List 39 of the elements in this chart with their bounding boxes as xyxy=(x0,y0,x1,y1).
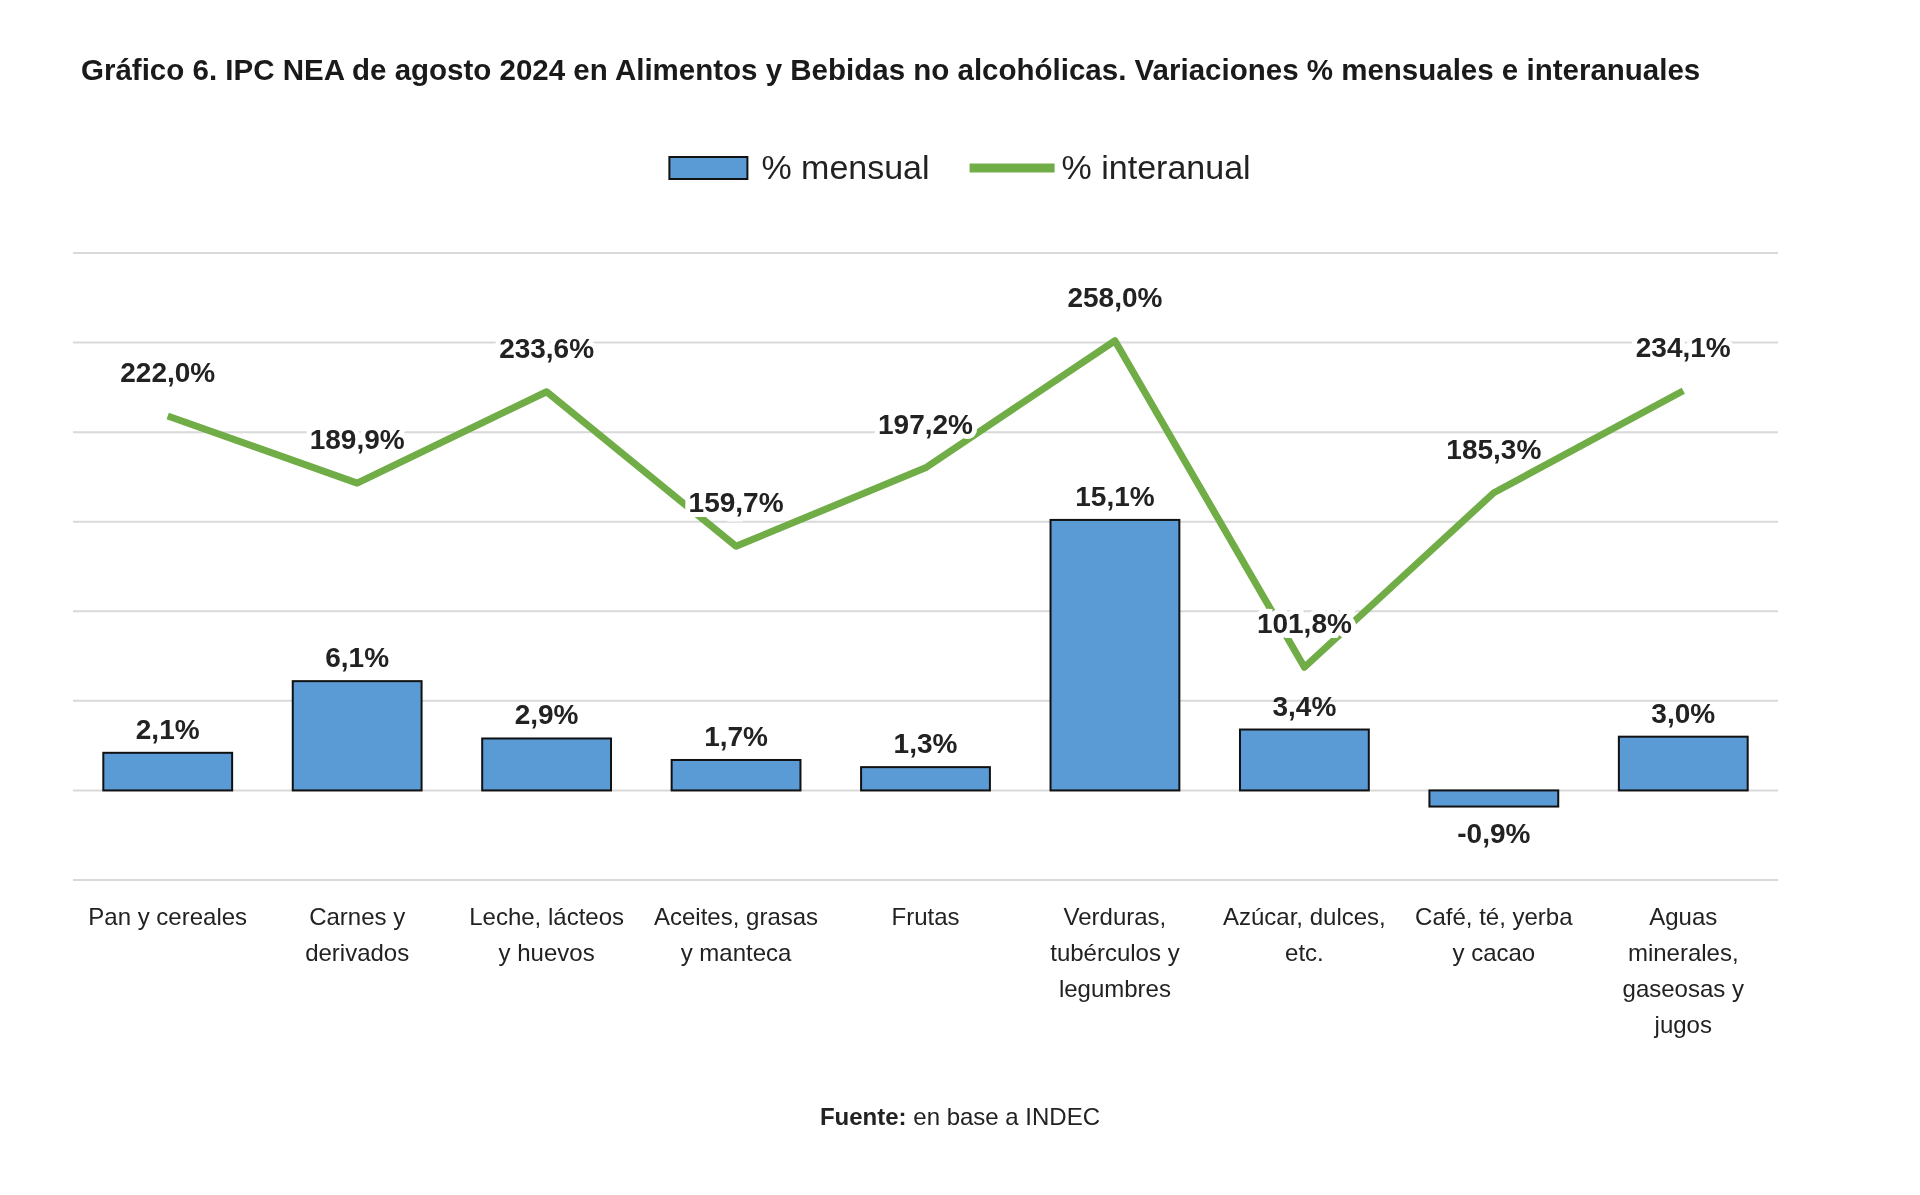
bar xyxy=(481,737,613,792)
data-label: 3,4% xyxy=(1272,690,1337,722)
x-tick-label: Leche, lácteos y huevos xyxy=(469,903,624,966)
data-label: 15,1% xyxy=(1075,480,1155,512)
chart-title: Gráfico 6. IPC NEA de agosto 2024 en Alimentos y Bebidas no alcohólicas. Variaciones % mensuales e interanuales xyxy=(81,53,1701,86)
data-label: 1,3% xyxy=(893,728,958,760)
x-tick-label: Azúcar, dulces, etc. xyxy=(1223,903,1386,966)
bar xyxy=(291,680,423,792)
bar xyxy=(860,766,991,792)
x-tick-label: Frutas xyxy=(891,903,960,930)
bar xyxy=(1238,728,1370,792)
bar xyxy=(1049,518,1181,792)
x-tick-label: Carnes y derivados xyxy=(305,903,410,966)
legend-label: % interanual xyxy=(1061,148,1251,186)
x-tick-label: Aceites, grasas y manteca xyxy=(654,903,819,966)
data-label: 258,0% xyxy=(1067,281,1163,313)
x-tick-label: Pan y cereales xyxy=(88,903,248,930)
data-label: 6,1% xyxy=(325,642,390,674)
source-note: Fuente: en base a INDEC xyxy=(819,1103,1101,1130)
legend-label: % mensual xyxy=(761,148,930,186)
data-label: 159,7% xyxy=(688,487,784,519)
bar xyxy=(1617,735,1749,792)
data-label: 2,9% xyxy=(514,699,579,731)
x-tick-label: Aguas minerales, gaseosas y jugos xyxy=(1622,903,1744,1038)
data-label: 233,6% xyxy=(499,332,595,364)
data-label: -0,9% xyxy=(1457,817,1531,849)
data-label: 2,1% xyxy=(135,713,200,745)
data-label: 222,0% xyxy=(120,357,216,389)
data-label: 185,3% xyxy=(1446,433,1542,465)
data-label: 1,7% xyxy=(704,720,769,752)
bar xyxy=(1428,789,1560,808)
data-label: 197,2% xyxy=(878,408,974,440)
bar xyxy=(670,758,802,792)
x-tick-label: Verduras, tubérculos y legumbres xyxy=(1050,903,1180,1002)
data-label: 234,1% xyxy=(1635,331,1731,363)
data-label: 189,9% xyxy=(309,424,405,456)
x-tick-label: Café, té, yerba y cacao xyxy=(1415,903,1574,966)
bar xyxy=(102,751,234,792)
data-label: 3,0% xyxy=(1651,697,1716,729)
